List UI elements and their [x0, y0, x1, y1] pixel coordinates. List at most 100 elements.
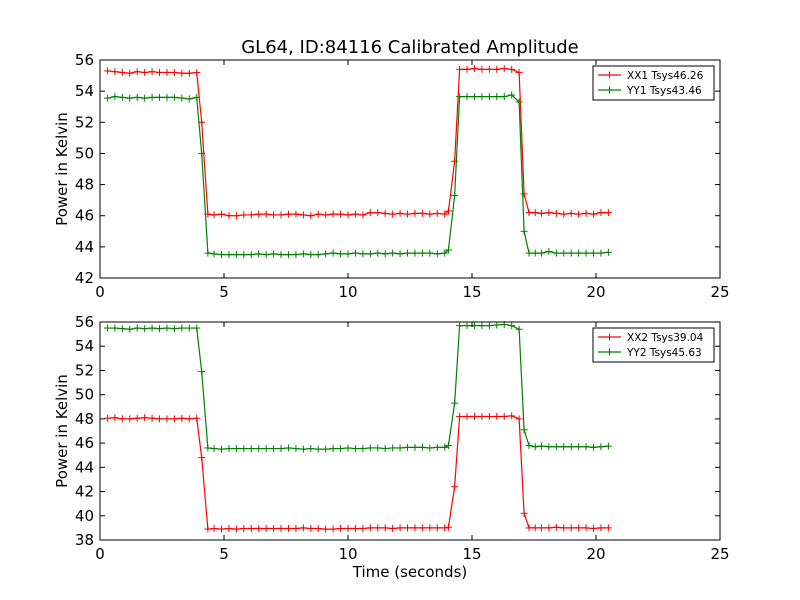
data-point [156, 93, 164, 101]
data-point [148, 68, 156, 76]
data-point [411, 443, 419, 451]
legend-entry-label: YY1 Tsys43.46 [626, 85, 702, 97]
data-point [515, 325, 523, 333]
data-point [225, 524, 233, 532]
data-point [520, 426, 528, 434]
data-point [433, 250, 441, 258]
data-point [307, 445, 315, 453]
y-tick-label: 44 [75, 238, 94, 256]
data-point [463, 93, 471, 101]
data-point [103, 67, 111, 75]
x-tick-label: 15 [462, 283, 481, 301]
axes-frame [99, 59, 721, 279]
data-point [604, 248, 612, 256]
data-point [322, 250, 330, 258]
data-point [163, 415, 171, 423]
data-point [520, 227, 528, 235]
data-point [567, 443, 575, 451]
data-point [210, 250, 218, 258]
data-point [537, 249, 545, 257]
data-point [344, 524, 352, 532]
data-point [247, 445, 255, 453]
data-point [178, 94, 186, 102]
data-point [525, 442, 533, 450]
data-point [270, 250, 278, 258]
data-point [359, 524, 367, 532]
data-point [262, 524, 270, 532]
data-point [148, 93, 156, 101]
data-point [493, 412, 501, 420]
data-point [277, 524, 285, 532]
data-point [411, 249, 419, 257]
y-tick-label: 50 [75, 144, 94, 162]
data-point [493, 93, 501, 101]
data-point [537, 524, 545, 532]
legend-box [592, 327, 715, 363]
data-point [329, 210, 337, 218]
data-point [163, 93, 171, 101]
data-point [141, 325, 149, 333]
data-point [170, 325, 178, 333]
x-tick-label: 0 [95, 545, 105, 563]
data-point [351, 524, 359, 532]
data-point [485, 322, 493, 330]
data-point [111, 68, 119, 76]
data-point [389, 249, 397, 257]
data-point [404, 524, 412, 532]
data-point [337, 445, 345, 453]
data-point [552, 249, 560, 257]
data-point [381, 250, 389, 258]
data-point [426, 210, 434, 218]
data-point [198, 368, 206, 376]
data-point [299, 211, 307, 219]
data-point [493, 321, 501, 329]
data-point [133, 414, 141, 422]
data-point [508, 65, 516, 73]
data-point [597, 209, 605, 217]
data-point [193, 68, 201, 76]
x-tick-label: 10 [338, 545, 357, 563]
data-point [284, 251, 292, 259]
data-point [575, 443, 583, 451]
data-point [225, 212, 233, 220]
data-point [126, 94, 134, 102]
data-point [560, 524, 568, 532]
data-point [560, 210, 568, 218]
data-point [118, 325, 126, 333]
data-point [552, 443, 560, 451]
data-point [351, 210, 359, 218]
data-point [126, 415, 134, 423]
data-point [337, 524, 345, 532]
data-point [170, 93, 178, 101]
data-point [225, 251, 233, 259]
data-point [178, 414, 186, 422]
data-point [404, 443, 412, 451]
data-point [198, 454, 206, 462]
data-point [463, 412, 471, 420]
data-point [404, 210, 412, 218]
y-tick-label: 38 [75, 531, 94, 549]
data-point [103, 414, 111, 422]
data-point [240, 445, 248, 453]
data-point [597, 443, 605, 451]
data-point [156, 415, 164, 423]
x-axis-label: Time (seconds) [352, 563, 468, 581]
data-point [418, 524, 426, 532]
data-point [193, 324, 201, 332]
data-point [552, 523, 560, 531]
y-tick-label: 54 [75, 337, 94, 355]
data-point [118, 93, 126, 101]
data-point [575, 249, 583, 257]
y-tick-label: 48 [75, 410, 94, 428]
y-tick-label: 42 [75, 483, 94, 501]
data-point [604, 209, 612, 217]
data-point [418, 443, 426, 451]
data-point [103, 324, 111, 332]
y-tick-label: 50 [75, 386, 94, 404]
data-point [418, 249, 426, 257]
data-point [463, 322, 471, 330]
data-point [590, 249, 598, 257]
data-point [478, 93, 486, 101]
data-point [247, 524, 255, 532]
data-point [470, 65, 478, 73]
